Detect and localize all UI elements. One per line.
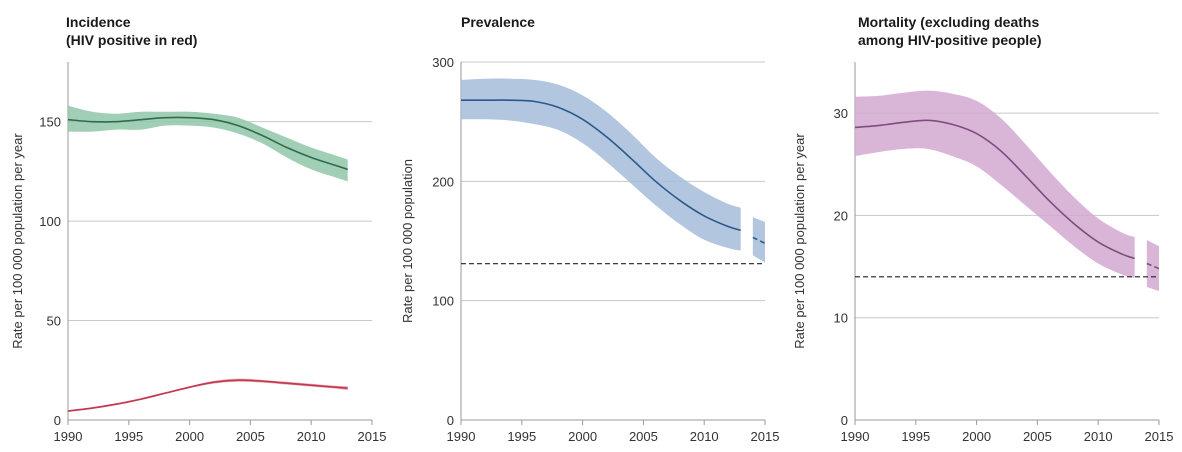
x-tick-label: 2000 [175,429,204,444]
chart-panel-2: Prevalence 0 100 200 300 1990 1995 2000 2005 2010… [400,14,779,444]
x-tick-label: 1995 [901,429,930,444]
x-tick-label: 2005 [629,429,658,444]
x-tick-label: 1990 [447,429,476,444]
chart-panel-1: Incidence (HIV positive in red) 0 50 100 150 1… [10,14,386,444]
x-tick-label: 2010 [1084,429,1113,444]
x-tick-label: 2015 [358,429,387,444]
series-line-1 [67,116,348,171]
x-tick-label: 2015 [1145,429,1174,444]
x-tick-label: 1995 [507,429,536,444]
chart-title-line: Prevalence [461,14,535,30]
x-tick-label: 2010 [297,429,326,444]
series-line-2 [1146,262,1160,270]
y-tick-label: 10 [834,311,848,326]
y-tick-label: 150 [39,115,61,130]
x-tick-label: 2010 [690,429,719,444]
uncertainty-band-2 [1146,239,1159,292]
uncertainty-band-1 [68,105,348,182]
series-line-2 [67,379,348,412]
y-tick-label: 0 [447,413,454,428]
y-axis-label: Rate per 100 000 population per year [10,133,25,349]
series-line-2 [752,236,766,245]
y-tick-label: 0 [54,413,61,428]
uncertainty-band-2 [752,217,765,263]
y-tick-label: 0 [841,413,848,428]
y-axis-label: Rate per 100 000 population [400,159,415,323]
chart-title-line: Mortality (excluding deaths [858,14,1039,30]
series-line-1 [854,119,1135,260]
y-axis-label: Rate per 100 000 population per year [792,133,807,349]
chart-panel-3: Mortality (excluding deaths among HIV-pos… [792,14,1173,444]
y-tick-label: 100 [432,294,454,309]
chart-title-line: among HIV-positive people) [858,32,1042,48]
y-tick-label: 50 [47,314,61,329]
x-tick-label: 2000 [962,429,991,444]
x-tick-label: 1990 [841,429,870,444]
x-tick-label: 2005 [1023,429,1052,444]
x-tick-label: 1995 [114,429,143,444]
y-tick-label: 300 [432,55,454,70]
y-tick-label: 30 [834,106,848,121]
series-line-1 [461,99,741,232]
x-tick-label: 2015 [751,429,780,444]
x-tick-label: 2005 [236,429,265,444]
y-tick-label: 100 [39,214,61,229]
chart-title-line: (HIV positive in red) [66,32,197,48]
y-tick-label: 20 [834,208,848,223]
chart-title-line: Incidence [66,14,131,30]
uncertainty-band-1 [855,90,1135,278]
x-tick-label: 1990 [54,429,83,444]
y-tick-label: 200 [432,174,454,189]
x-tick-label: 2000 [568,429,597,444]
uncertainty-band-1 [461,78,741,251]
